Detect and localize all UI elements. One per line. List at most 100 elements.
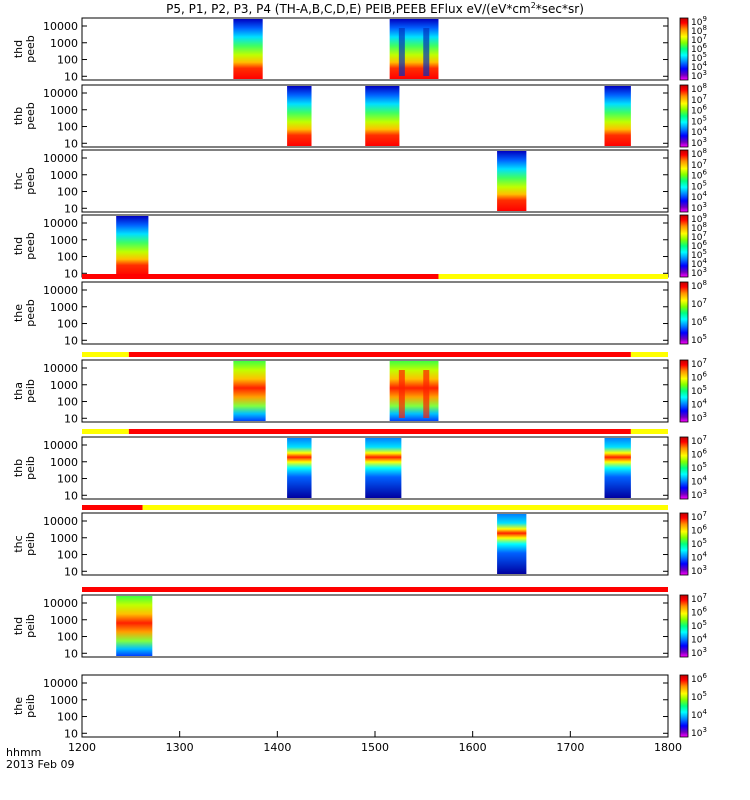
panel-label-product: peib xyxy=(24,532,37,556)
chart-title-main: P5, P1, P2, P3, P4 (TH-A,B,C,D,E) PEIB,P… xyxy=(166,2,531,16)
colorbar-tick-label: 105 xyxy=(691,114,707,127)
colorbar-tick-label: 104 xyxy=(691,257,707,270)
spectrogram-segment xyxy=(116,216,149,276)
panel-label-probe: thb xyxy=(12,107,25,125)
y-tick-label: 1000 xyxy=(50,456,78,469)
y-tick-label: 10 xyxy=(64,70,78,83)
colorbar-tick-label: 105 xyxy=(691,537,707,550)
colorbar-tick-label: 108 xyxy=(691,279,707,292)
y-tick-label: 10000 xyxy=(43,439,78,452)
spectrogram-segment xyxy=(497,151,527,211)
status-bar-segment xyxy=(630,352,668,357)
y-tick-label: 10000 xyxy=(43,87,78,100)
panel-label-product: peib xyxy=(24,456,37,480)
x-axis-label-date: 2013 Feb 09 xyxy=(6,758,74,771)
y-tick-label: 100 xyxy=(57,549,78,562)
colorbar-tick-label: 103 xyxy=(691,136,707,149)
colorbar-tick-label: 109 xyxy=(691,15,707,28)
panel-thd-peeb: 10 100 1000 10000 thd peeb 1091081071061051041… xyxy=(12,15,707,83)
colorbar-tick-label: 106 xyxy=(691,42,707,55)
colorbar-tick-label: 106 xyxy=(691,371,707,384)
colorbar-tick-label: 107 xyxy=(691,592,707,605)
panel-label-product: peeb xyxy=(24,167,37,195)
y-tick-label: 100 xyxy=(57,318,78,331)
colorbar xyxy=(679,84,689,148)
y-tick-label: 10 xyxy=(64,489,78,502)
y-tick-label: 10000 xyxy=(43,152,78,165)
panel-frame xyxy=(81,512,669,576)
status-bar-segment xyxy=(128,352,631,357)
panel-label-probe: thd xyxy=(12,40,25,58)
y-tick-label: 100 xyxy=(57,473,78,486)
panel-label-product: peeb xyxy=(24,232,37,260)
colorbar-tick-label: 106 xyxy=(691,672,707,685)
status-bar-segment xyxy=(82,587,668,592)
panel-the-peeb: 10 100 1000 10000 the peeb 108 107 106 105 xyxy=(12,274,707,347)
y-tick-label: 10 xyxy=(64,202,78,215)
colorbar-tick-label: 105 xyxy=(691,461,707,474)
chart-title: P5, P1, P2, P3, P4 (TH-A,B,C,D,E) PEIB,P… xyxy=(166,1,584,16)
colorbar-tick-label: 106 xyxy=(691,606,707,619)
panel-label-probe: the xyxy=(12,697,25,715)
colorbar-tick-label: 107 xyxy=(691,357,707,370)
y-tick-label: 10000 xyxy=(43,677,78,690)
y-tick-label: 1000 xyxy=(50,532,78,545)
x-tick-label: 1300 xyxy=(166,741,194,754)
colorbar-tick-label: 106 xyxy=(691,524,707,537)
x-tick-label: 1200 xyxy=(68,741,96,754)
colorbar-tick-label: 105 xyxy=(691,179,707,192)
colorbar-tick-label: 107 xyxy=(691,510,707,523)
spectrogram-segment xyxy=(604,438,631,498)
y-tick-label: 1000 xyxy=(50,301,78,314)
status-bar-segment xyxy=(438,274,668,279)
colorbar-tick-label: 103 xyxy=(691,726,707,739)
colorbar-tick-label: 106 xyxy=(691,239,707,252)
colorbar xyxy=(679,359,689,423)
spectrogram-feature xyxy=(398,28,405,76)
colorbar-tick-label: 107 xyxy=(691,33,707,46)
panel-label-probe: thd xyxy=(12,237,25,255)
x-tick-label: 1500 xyxy=(361,741,389,754)
panel-label-product: peib xyxy=(24,694,37,718)
y-tick-label: 10000 xyxy=(43,217,78,230)
colorbar xyxy=(679,17,689,81)
colorbar-tick-label: 105 xyxy=(691,248,707,261)
colorbar-tick-label: 103 xyxy=(691,266,707,279)
panel-frame xyxy=(81,594,669,658)
colorbar-tick-label: 107 xyxy=(691,297,707,310)
y-tick-label: 1000 xyxy=(50,104,78,117)
colorbar xyxy=(679,512,689,576)
colorbar-tick-label: 108 xyxy=(691,221,707,234)
y-tick-label: 10 xyxy=(64,334,78,347)
panel-thd-peeb: 10 100 1000 10000 thd peeb 1091081071061051041… xyxy=(12,212,707,280)
y-tick-label: 10000 xyxy=(43,515,78,528)
y-tick-label: 1000 xyxy=(50,694,78,707)
y-tick-label: 100 xyxy=(57,186,78,199)
y-tick-label: 10 xyxy=(64,137,78,150)
spectrogram-segment xyxy=(233,19,263,79)
colorbar xyxy=(679,214,689,278)
panel-frame xyxy=(81,17,669,81)
panel-frame xyxy=(81,359,669,423)
panel-frame xyxy=(81,149,669,213)
spectrogram-segment xyxy=(389,19,439,79)
colorbar-tick-label: 103 xyxy=(691,411,707,424)
y-tick-label: 10000 xyxy=(43,284,78,297)
y-tick-label: 1000 xyxy=(50,169,78,182)
spectrogram-segment xyxy=(365,86,400,146)
colorbar-tick-label: 107 xyxy=(691,158,707,171)
x-tick-label: 1700 xyxy=(556,741,584,754)
status-bar-segment xyxy=(82,429,129,434)
panel-label-product: peeb xyxy=(24,35,37,63)
colorbar-tick-label: 107 xyxy=(691,434,707,447)
colorbar xyxy=(679,436,689,500)
y-tick-label: 10 xyxy=(64,647,78,660)
colorbar-tick-label: 103 xyxy=(691,646,707,659)
panel-label-product: peib xyxy=(24,614,37,638)
colorbar-tick-label: 106 xyxy=(691,169,707,182)
colorbar-tick-label: 105 xyxy=(691,619,707,632)
